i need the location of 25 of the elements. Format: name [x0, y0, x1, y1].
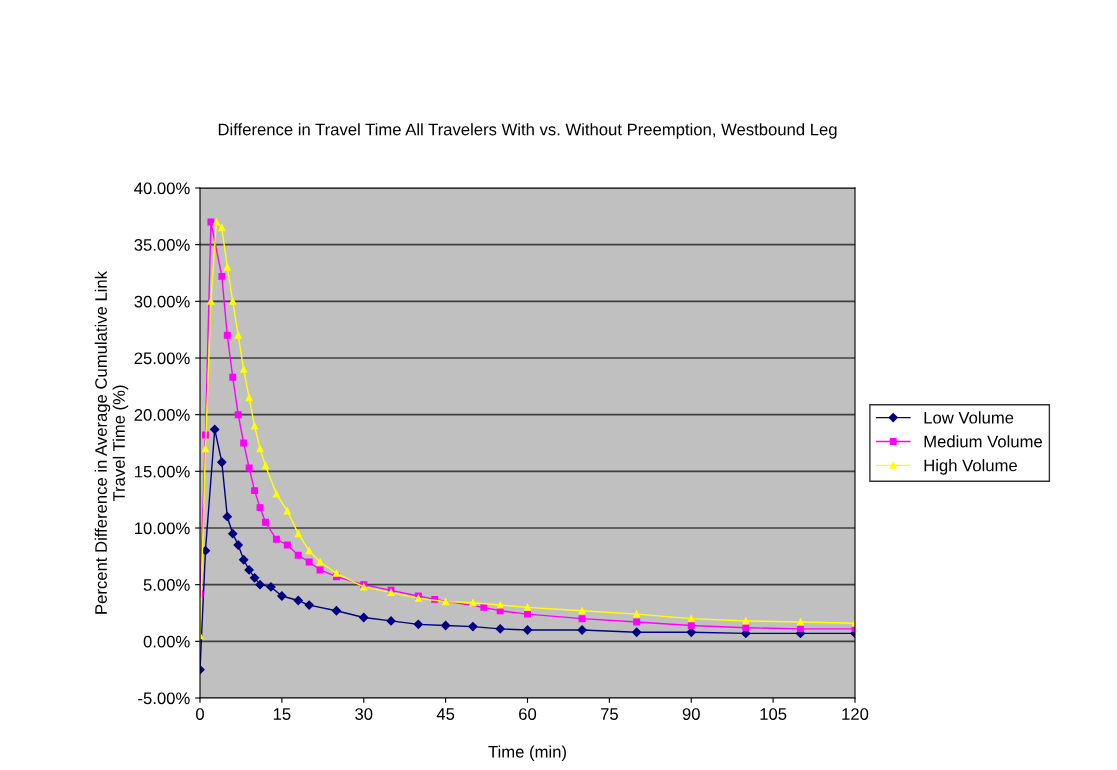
y-tick-label: 0.00% [143, 635, 190, 648]
x-tick-label: 105 [760, 708, 787, 720]
y-tick-label: 25.00% [134, 352, 190, 365]
y-tick-label: 5.00% [143, 579, 190, 591]
y-axis-title: Percent Difference in Average Cumulative Link Travel Time (%) [94, 270, 129, 614]
x-tick-label: 120 [842, 708, 869, 720]
x-tick-label: 60 [519, 708, 537, 720]
legend-label: High Volume [924, 459, 1017, 475]
legend-label: Medium Volume [924, 435, 1042, 448]
x-tick-label: 30 [355, 708, 373, 720]
x-tick-label: 45 [436, 708, 455, 720]
y-tick-label: 15.00% [135, 465, 190, 478]
chart-title: Difference in Travel Time All Travelers With vs. Without Preemption, Westbound Leg [218, 123, 837, 139]
x-tick-label: 0 [196, 708, 204, 720]
x-tick-label: 75 [600, 708, 618, 720]
legend-label: Low Volume [924, 411, 1014, 424]
y-tick-label: 10.00% [135, 522, 190, 535]
y-tick-label: 35.00% [134, 239, 190, 251]
y-tick-label: 20.00% [134, 409, 190, 421]
y-tick-label: -5.00% [138, 692, 190, 705]
x-tick-label: 15 [273, 708, 291, 720]
x-tick-label: 90 [682, 708, 700, 720]
x-axis-title: Time (min) [488, 745, 566, 762]
y-tick-label: 40.00% [134, 182, 190, 195]
y-tick-label: 30.00% [134, 295, 190, 308]
